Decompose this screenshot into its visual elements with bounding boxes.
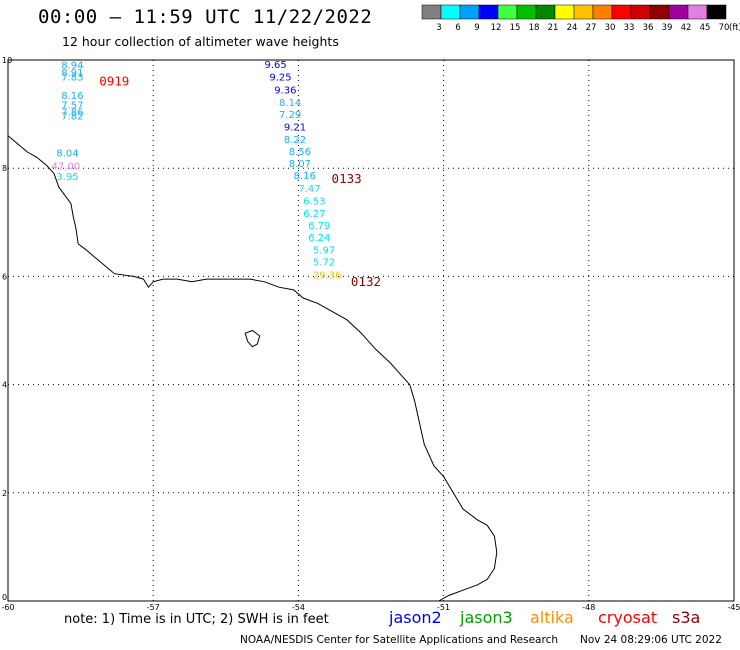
lon-tick-label: -57 xyxy=(147,603,160,612)
legend-swatch xyxy=(573,4,594,20)
wave-height-label: 9.36 xyxy=(274,86,296,97)
legend-swatch xyxy=(535,4,556,20)
satellite-label-altika: altika xyxy=(530,608,574,627)
legend-label: 33 xyxy=(624,23,635,33)
legend-swatch xyxy=(459,4,480,20)
wave-height-label: 8.16 xyxy=(294,171,316,182)
legend-label: 39 xyxy=(662,23,673,33)
legend-swatch xyxy=(516,4,537,20)
satellite-label-jason3: jason3 xyxy=(460,608,513,627)
wave-height-label: 7.86 xyxy=(61,108,83,119)
lat-tick-label: 6 xyxy=(2,272,7,281)
wave-height-label: 6.53 xyxy=(303,196,325,207)
satellite-label-jason2: jason2 xyxy=(389,608,442,627)
wave-height-label: 29.36 xyxy=(313,271,342,282)
legend-label: 36 xyxy=(643,23,654,33)
lat-tick-label: 4 xyxy=(2,381,7,390)
wave-height-label: 8.14 xyxy=(279,98,301,109)
wave-height-label: 6.27 xyxy=(303,209,325,220)
legend-label: 3 xyxy=(436,23,441,33)
legend-swatch xyxy=(592,4,613,20)
wave-height-label: 5.72 xyxy=(313,258,335,269)
wave-height-label: 8.91 xyxy=(61,68,83,79)
footer-note: note: 1) Time is in UTC; 2) SWH is in fe… xyxy=(64,612,329,627)
legend-label: 70 xyxy=(719,23,730,33)
legend-label: 12 xyxy=(491,23,502,33)
legend-swatch xyxy=(630,4,651,20)
coastline-group xyxy=(7,135,498,602)
legend-swatch xyxy=(554,4,575,20)
legend-swatch xyxy=(668,4,689,20)
grid-lines xyxy=(8,60,734,601)
legend-label: 9 xyxy=(474,23,479,33)
wave-height-label: 3.95 xyxy=(56,172,78,183)
map-frame xyxy=(7,59,735,602)
lon-tick-label: -45 xyxy=(727,603,740,612)
footer-timestamp: Nov 24 08:29:06 UTC 2022 xyxy=(580,634,722,646)
wave-height-label: 8.04 xyxy=(56,148,78,159)
lon-tick-label: -60 xyxy=(1,603,14,612)
legend-label: 42 xyxy=(681,23,692,33)
page-title: 00:00 – 11:59 UTC 11/22/2022 xyxy=(38,6,373,28)
legend-label: 6 xyxy=(455,23,460,33)
legend-label: 21 xyxy=(548,23,559,33)
satellite-label-s3a: s3a xyxy=(672,608,701,627)
wave-height-label: 6.24 xyxy=(308,233,330,244)
lon-tick-label: -51 xyxy=(437,603,450,612)
wave-height-label: 7.47 xyxy=(298,184,320,195)
legend-label: 15 xyxy=(510,23,521,33)
wave-height-label: 8.22 xyxy=(284,135,306,146)
legend-swatch xyxy=(611,4,632,20)
pass-time-label: 0133 xyxy=(332,171,362,186)
wave-height-label: 7.83 xyxy=(61,73,83,84)
wave-height-label: 7.29 xyxy=(279,110,301,121)
legend-unit: (ft) xyxy=(729,23,740,33)
legend-swatch xyxy=(649,4,670,20)
satellite-label-cryosat: cryosat xyxy=(598,608,658,627)
wave-height-label: 8.07 xyxy=(289,159,311,170)
wave-height-label: 47.00 xyxy=(52,161,81,172)
wave-height-label: 6.79 xyxy=(308,221,330,232)
legend-swatch xyxy=(421,4,442,20)
lat-tick-label: 2 xyxy=(2,489,7,498)
wave-height-label: 5.97 xyxy=(313,246,335,257)
axis-tick-labels: -60 -57 -54 -51 -48 -45 0 2 4 6 8 10 xyxy=(1,56,740,612)
wave-height-label: 8.16 xyxy=(61,91,83,102)
pass-time-label: 0132 xyxy=(351,274,381,289)
legend-label: 27 xyxy=(586,23,597,33)
lon-tick-label: -54 xyxy=(292,603,305,612)
legend-label: 30 xyxy=(605,23,616,33)
wave-height-label: 9.21 xyxy=(284,122,306,133)
legend-label: 24 xyxy=(567,23,578,33)
lon-tick-label: -48 xyxy=(582,603,595,612)
wave-height-label: 8.94 xyxy=(61,61,83,72)
legend-label: 18 xyxy=(529,23,540,33)
lat-tick-label: 0 xyxy=(2,593,7,602)
footer-credit: NOAA/NESDIS Center for Satellite Applica… xyxy=(240,634,558,646)
coastline xyxy=(7,135,498,602)
legend-swatch xyxy=(478,4,499,20)
legend-swatch xyxy=(497,4,518,20)
wave-height-label: 7.82 xyxy=(61,112,83,123)
legend-label: 45 xyxy=(700,23,711,33)
lat-tick-label: 10 xyxy=(2,56,12,65)
page-subtitle: 12 hour collection of altimeter wave hei… xyxy=(62,34,339,49)
legend-swatch xyxy=(687,4,708,20)
wave-height-label: 8.56 xyxy=(289,147,311,158)
lake-outline xyxy=(244,329,261,348)
lat-tick-label: 8 xyxy=(2,164,7,173)
legend-swatch xyxy=(440,4,461,20)
altimeter-tracks: 8.948.917.838.167.577.867.828.0447.003.9… xyxy=(52,60,381,289)
wave-height-label: 9.65 xyxy=(265,60,287,71)
wave-height-label: 7.57 xyxy=(61,101,83,112)
pass-time-label: 0919 xyxy=(99,74,129,89)
wave-height-label: 9.25 xyxy=(269,73,291,84)
legend-swatch xyxy=(706,4,727,20)
